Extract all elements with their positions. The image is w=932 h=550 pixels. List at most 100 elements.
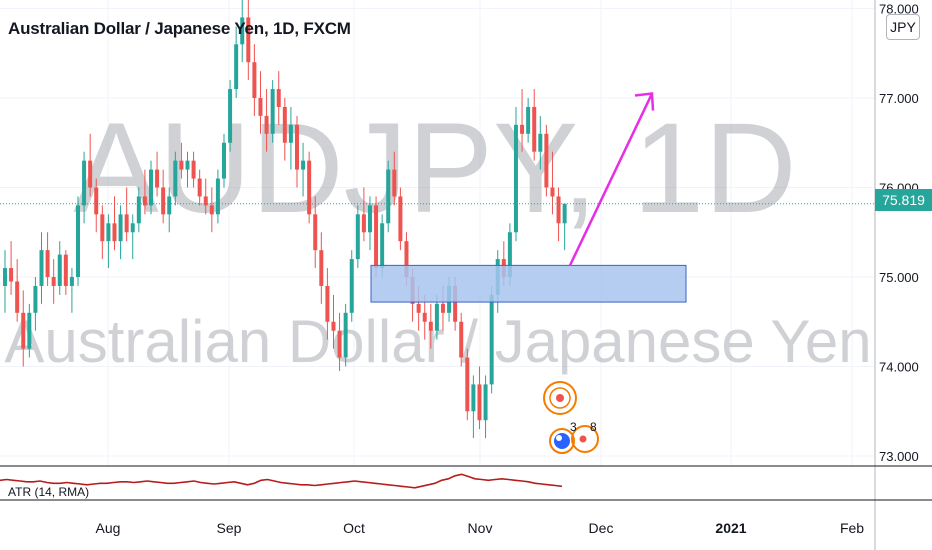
candle-body (161, 187, 166, 215)
atr-indicator-label[interactable]: ATR (14, RMA) (8, 485, 90, 499)
event-count-b: 8 (590, 420, 597, 434)
event-count-a: 3 (570, 420, 577, 434)
candle-body (319, 250, 324, 286)
price-axis-label: 77.000 (879, 91, 919, 106)
candle-body (179, 160, 184, 170)
candle-body (51, 277, 56, 286)
candle-body (88, 160, 93, 188)
candle-body (416, 303, 421, 313)
candle-body (471, 384, 476, 412)
time-axis-label: Nov (468, 520, 493, 536)
candle-body (185, 160, 190, 170)
candle-body (94, 187, 99, 215)
candle-body (82, 160, 87, 206)
candle-body (215, 178, 220, 215)
candle-body (398, 196, 403, 242)
candle-body (264, 115, 269, 134)
candle-body (9, 268, 14, 282)
support-zone-rectangle[interactable] (370, 264, 687, 303)
candle-body (112, 223, 117, 242)
candle-body (301, 160, 306, 170)
candle-body (538, 133, 543, 152)
candle-body (380, 223, 385, 269)
candle-body (246, 17, 251, 63)
candle-body (489, 294, 494, 385)
candle-body (477, 384, 482, 421)
candle-body (234, 44, 239, 90)
candle-body (453, 285, 458, 322)
candle-body (130, 223, 135, 233)
candlestick-series (0, 0, 875, 439)
candle-body (544, 133, 549, 188)
candle-body (75, 205, 80, 277)
candle-body (331, 321, 336, 331)
event-markers: 3 8 (543, 381, 599, 454)
time-axis-label: Aug (96, 520, 121, 536)
time-axis-label: Feb (840, 520, 864, 536)
candle-body (136, 196, 141, 224)
candle-body (422, 312, 427, 322)
candle-body (404, 241, 409, 277)
candle-body (361, 214, 366, 233)
candle-body (39, 250, 44, 286)
candle-body (124, 214, 129, 233)
candle-body (526, 106, 531, 134)
candle-body (15, 281, 20, 313)
drawings (370, 92, 687, 303)
earnings-inner-ring (549, 387, 571, 409)
candle-body (355, 214, 360, 260)
candle-body (203, 196, 208, 206)
candle-body (459, 321, 464, 358)
event-dot-right-icon (579, 435, 587, 443)
candle-body (337, 330, 342, 358)
trend-arrow-line[interactable] (568, 92, 654, 266)
symbol-title[interactable]: Australian Dollar / Japanese Yen, 1D, FX… (8, 19, 351, 38)
currency-scale-button[interactable]: JPY (886, 14, 920, 40)
candle-body (142, 196, 147, 206)
candle-body (325, 285, 330, 322)
candle-body (21, 312, 26, 349)
price-axis-label: 78.000 (879, 2, 919, 17)
candle-body (483, 384, 488, 421)
candle-body (276, 89, 281, 107)
au-flag-star-icon (556, 435, 562, 441)
candle-body (507, 232, 512, 277)
time-axis-label: 2021 (715, 520, 746, 536)
candle-body (307, 160, 312, 215)
grid-lines (0, 0, 875, 466)
event-ring-left[interactable] (549, 428, 575, 454)
candle-body (434, 303, 439, 331)
candle-body (520, 124, 525, 134)
candle-body (148, 169, 153, 206)
candle-body (191, 160, 196, 179)
candle-body (155, 169, 160, 188)
candle-body (106, 223, 111, 242)
au-flag-icon (554, 433, 570, 449)
atr-pane (0, 473, 563, 489)
event-ring-right[interactable] (571, 425, 599, 453)
candle-body (252, 62, 257, 98)
time-axis-label: Oct (343, 520, 365, 536)
candle-body (440, 303, 445, 313)
candle-body (240, 17, 245, 45)
time-axis-label: Dec (589, 520, 614, 536)
candle-body (288, 124, 293, 143)
candle-body (167, 196, 172, 215)
candle-body (270, 89, 275, 134)
candle-body (313, 214, 318, 251)
candle-body (374, 205, 379, 269)
candle-body (465, 357, 470, 412)
candle-body (349, 259, 354, 313)
earnings-outer-ring[interactable] (543, 381, 577, 415)
candle-body (45, 250, 50, 277)
trend-arrowhead-icon (634, 92, 655, 111)
candle-body (197, 178, 202, 197)
earnings-dot-icon (556, 394, 564, 402)
candle-body (562, 203, 567, 224)
candle-body (386, 169, 391, 224)
candle-body (100, 214, 105, 242)
price-axis-label: 75.000 (879, 270, 919, 285)
candle-body (343, 312, 348, 358)
